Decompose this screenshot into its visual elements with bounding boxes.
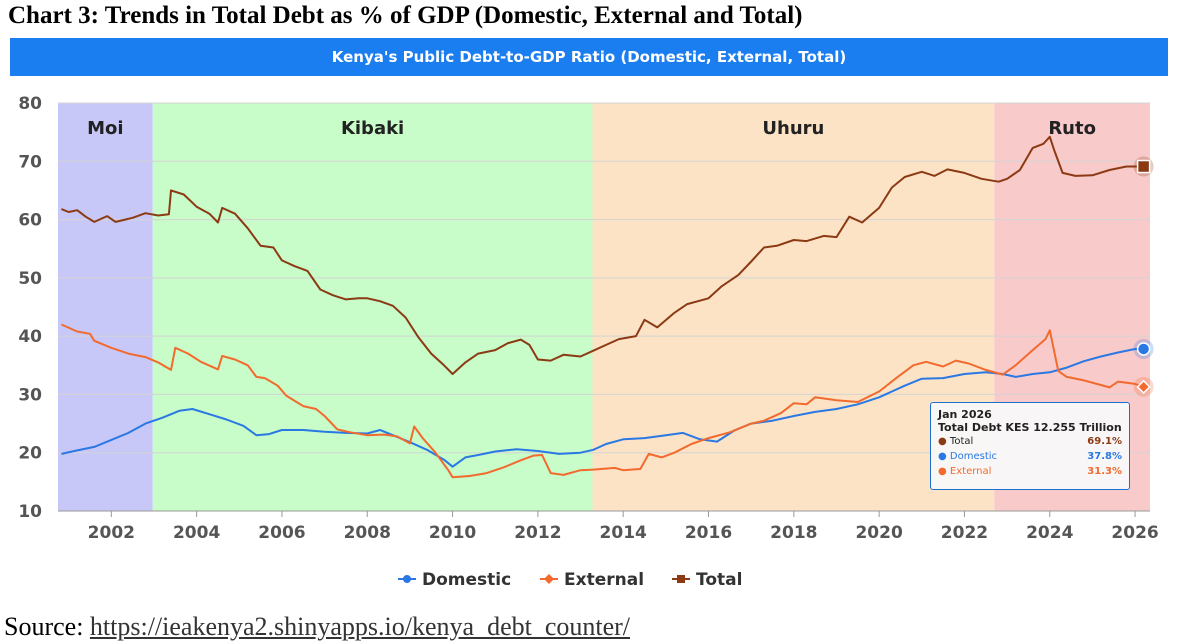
tooltip-label: Domestic [949, 451, 998, 462]
source-label: Source: [4, 612, 84, 641]
y-tick-label: 40 [18, 327, 42, 347]
y-tick-label: 60 [18, 211, 42, 231]
tooltip-value: 31.3% [1087, 466, 1122, 477]
y-tick-label: 30 [18, 385, 42, 405]
endpoint-marker-external [1136, 379, 1151, 394]
x-tick-label: 2012 [514, 523, 561, 543]
x-tick-label: 2018 [770, 523, 817, 543]
era-label: Moi [87, 118, 123, 139]
chart-title-banner: Kenya's Public Debt-to-GDP Ratio (Domest… [10, 38, 1168, 76]
chart-heading: Chart 3: Trends in Total Debt as % of GD… [8, 2, 803, 29]
x-tick-label: 2008 [344, 523, 391, 543]
x-tick-label: 2016 [685, 523, 732, 543]
tooltip-label: External [949, 466, 992, 477]
tooltip-value: 69.1% [1087, 436, 1122, 447]
x-tick-label: 2020 [855, 523, 902, 543]
tooltip-label: Total [949, 436, 974, 447]
era-label: Kibaki [341, 118, 404, 139]
x-tick-label: 2024 [1026, 523, 1073, 543]
y-tick-label: 10 [18, 502, 42, 522]
x-tick-label: 2002 [88, 523, 135, 543]
x-tick-label: 2004 [173, 523, 220, 543]
era-band-moi [58, 103, 153, 511]
tooltip-headline: Total Debt KES 12.255 Trillion [938, 421, 1122, 434]
tooltip-value: 37.8% [1087, 451, 1122, 462]
series-line-external [60, 323, 1144, 479]
legend-item-external[interactable]: External [540, 570, 644, 590]
legend-label: External [564, 570, 644, 590]
x-tick-label: 2014 [600, 523, 647, 543]
legend-marker [544, 574, 554, 584]
y-tick-label: 70 [18, 152, 42, 172]
y-tick-label: 50 [18, 269, 42, 289]
legend-marker [403, 575, 411, 583]
source-link[interactable]: https://ieakenya2.shinyapps.io/kenya_deb… [89, 612, 631, 641]
tooltip-row-total: ● Total 69.1% [938, 436, 1122, 447]
tooltip-row-external: ● External 31.3% [938, 466, 1122, 477]
legend: Domestic External Total [398, 570, 742, 590]
series-lines [60, 135, 1154, 479]
endpoint-marker-domestic [1136, 342, 1151, 356]
legend-label: Total [696, 570, 742, 590]
debt-line-chart[interactable]: Moi Kibaki Uhuru Ruto 10 20 30 40 50 60 70 80 2002 2… [0, 0, 1200, 600]
legend-item-total[interactable]: Total [672, 570, 742, 590]
era-band-kibaki [152, 103, 593, 511]
x-tick-label: 2022 [941, 523, 988, 543]
series-line-total [61, 135, 1144, 375]
hover-tooltip: Jan 2026 Total Debt KES 12.255 Trillion … [930, 402, 1130, 490]
tooltip-row-domestic: ● Domestic 37.8% [938, 451, 1122, 462]
y-tick-label: 80 [18, 94, 42, 114]
era-label: Ruto [1048, 118, 1096, 139]
series-line-domestic [61, 348, 1144, 468]
era-label: Uhuru [762, 118, 824, 139]
x-tick-label: 2010 [429, 523, 476, 543]
x-tick-label: 2006 [258, 523, 305, 543]
axes: 10 20 30 40 50 60 70 80 2002 2004 2006 2008 2010 2012… [18, 94, 1158, 543]
era-band-uhuru [592, 103, 995, 511]
source-line: Source: https://ieakenya2.shinyapps.io/k… [4, 612, 630, 642]
legend-item-domestic[interactable]: Domestic [398, 570, 511, 590]
legend-marker [677, 575, 685, 583]
tooltip-date: Jan 2026 [938, 408, 992, 421]
y-tick-label: 20 [18, 444, 42, 464]
endpoint-marker-total [1136, 159, 1151, 174]
x-tick-label: 2026 [1111, 523, 1158, 543]
legend-label: Domestic [422, 570, 511, 590]
